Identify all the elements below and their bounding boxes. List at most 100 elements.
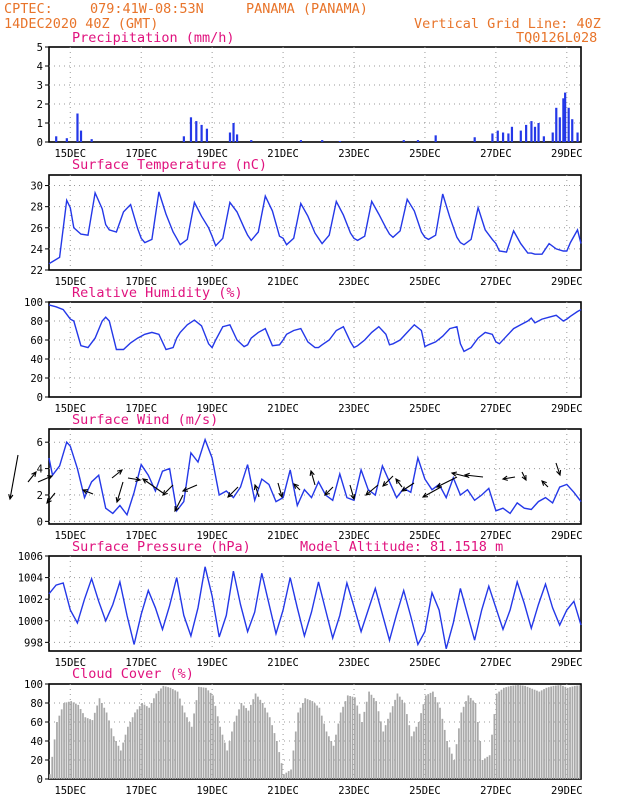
cloud-xtick: 19DEC [196,785,228,797]
wind-arrow-head [400,486,408,492]
wind-frame [48,428,582,525]
cloud-bar [573,685,576,779]
temp-ytick: 26 [30,223,43,235]
precip-bar [537,123,540,142]
cloud-bar [65,702,68,779]
wind-arrow [382,475,394,487]
cloud-bar [235,715,238,779]
cloud-ytick: 80 [30,698,43,710]
temp-xtick: 29DEC [551,276,583,288]
cloud-bar [141,703,143,779]
precip-xtick: 15DEC [54,148,86,160]
humidity-ytick: 60 [30,335,43,347]
cloud-bar [84,717,87,779]
precip-xtick: 25DEC [409,148,441,160]
cloud-bar [377,711,380,779]
temp-xtick: 27DEC [480,276,512,288]
cloud-bar [507,686,510,779]
precip-bar [232,123,235,142]
cloud-bar [82,713,84,779]
cloud-bar [384,725,387,779]
cloud-bar [332,745,335,779]
cloud-bar [49,774,51,779]
cloud-bar [361,722,363,779]
cloud-bar [297,712,299,779]
wind-arrow [395,478,403,488]
cloud-bar [510,685,512,779]
cloud-bar [89,719,91,779]
cloud-bar [514,685,517,779]
cloud-bar [439,707,441,779]
temp-title: Surface Temperature (nC) [72,157,267,173]
precip-bar [576,132,579,142]
wind-arrow [9,454,19,500]
wind-arrow-head [253,483,259,491]
temp-ytick: 22 [30,265,43,277]
wind-arrow-head [450,471,458,477]
cloud-bar [450,753,453,779]
cloud-bar [188,722,191,779]
wind-xtick: 29DEC [551,530,583,542]
cloud-bar [105,712,108,779]
wind-arrow-head [324,490,330,496]
temp-xtick: 23DEC [338,276,370,288]
humidity-xtick: 27DEC [480,403,512,415]
precip-bar [558,117,561,142]
cloud-bar [325,731,328,779]
cloud-xtick: 21DEC [267,785,299,797]
precip-bar [491,133,494,142]
cloud-bar [417,722,420,779]
precip-bar [228,132,232,142]
cloud-bar [493,714,496,779]
wind-arrow-head [174,505,180,513]
precip-xtick: 17DEC [125,148,157,160]
cloud-bar [576,685,579,779]
cloud-bar [238,709,240,779]
cloud-ytick: 20 [30,755,43,767]
cloud-bar [498,691,500,779]
cloud-bar [214,705,217,779]
cloud-bar [171,689,174,779]
wind-arrow [365,484,379,496]
cloud-bar [550,686,552,779]
cloud-bar [458,728,460,779]
cloud-bar [578,685,581,779]
cloud-bar [148,707,151,779]
cloud-bar [394,699,396,779]
cloud-bar [292,750,295,779]
cloud-bar [424,695,427,779]
precip-bar [555,107,558,142]
pressure-ytick: 1006 [18,551,43,563]
cloud-bar [337,723,340,779]
cloud-bar [552,685,555,779]
cloud-bar [446,741,448,779]
cloud-bar [538,691,541,779]
cloud-bar [51,756,54,779]
precip-bar [195,121,198,142]
cloud-bar [252,699,255,779]
wind-arrow [127,477,141,481]
precip-bar [473,137,476,142]
wind-arrow [422,486,442,498]
cloud-bar [271,725,273,779]
cloud-bar [261,703,264,779]
cloud-bar [112,736,115,779]
precip-ytick: 5 [37,42,43,54]
cloud-bar [98,698,101,779]
wind-arrow-head [556,469,562,477]
precip-ytick: 3 [37,80,43,92]
cloud-bar [136,709,139,779]
cloud-bar [512,685,515,779]
header-location: 079:41W-08:53N [90,1,204,17]
wind-arrow-head [181,486,189,492]
wind-arrow [227,486,239,498]
precip-bar [321,140,324,142]
cloud-bar [181,705,184,779]
humidity-ytick: 40 [30,354,43,366]
precip-bar [299,140,303,142]
precip-ytick: 4 [37,61,43,73]
wind-arrow-head [350,494,356,501]
cloud-bar [323,723,326,779]
cloud-bar [460,712,463,779]
cloud-bar [254,693,257,779]
